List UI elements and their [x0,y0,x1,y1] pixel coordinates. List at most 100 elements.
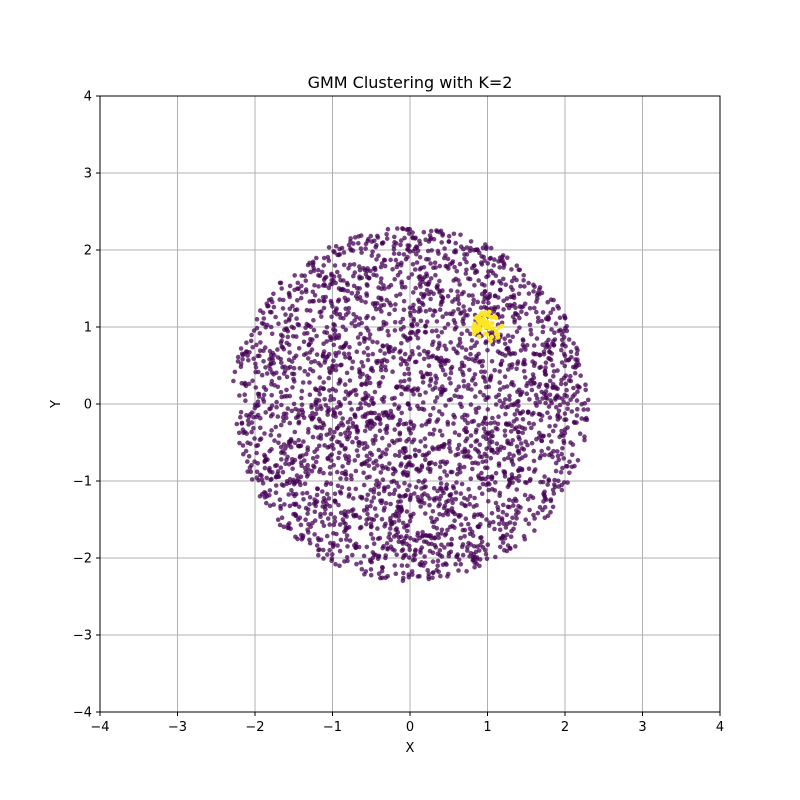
data-point [540,479,546,485]
data-point [553,460,559,466]
data-point [559,487,565,493]
data-point [518,441,524,446]
data-point [512,351,518,356]
data-point [309,360,314,365]
data-point [426,576,432,582]
data-point [368,450,373,456]
data-point [568,397,573,403]
data-point [575,347,580,353]
data-point [546,404,552,409]
data-point [404,362,410,367]
data-point [374,273,379,278]
data-point [461,321,466,327]
data-point [507,363,512,368]
data-point [548,497,554,502]
data-point [316,298,322,304]
data-point [466,356,472,362]
data-point [358,374,363,380]
data-point [326,285,332,291]
data-point [498,258,504,264]
data-point [406,462,412,467]
data-point [552,477,557,483]
data-point [391,243,397,249]
data-point [291,501,297,507]
data-point [402,480,407,486]
data-point [472,283,477,288]
data-point [492,526,497,532]
data-point [367,332,373,337]
data-point [457,282,463,287]
data-point [432,260,438,266]
data-point [321,523,327,528]
data-point [500,540,506,545]
data-point [343,354,348,360]
data-point [363,246,368,251]
data-point [329,556,335,561]
data-point [334,405,340,410]
data-point [337,563,342,569]
data-point [497,387,503,392]
data-point [528,331,534,337]
data-point [366,402,372,408]
data-point [443,347,449,352]
data-point [501,521,507,526]
data-point [436,569,442,575]
data-point [497,527,503,533]
data-point [306,426,311,432]
data-point [483,242,488,247]
data-point [384,236,390,241]
data-point [241,430,246,436]
data-point [357,286,363,291]
data-point [317,443,322,449]
data-point [307,392,313,398]
data-point [398,463,404,468]
data-point [575,357,580,363]
data-point [497,398,503,404]
data-point [405,243,411,248]
data-point [516,291,522,297]
data-point [353,486,359,492]
data-point [566,357,572,362]
data-point [534,309,539,315]
data-point [460,369,465,375]
data-point [397,269,403,275]
data-point [369,499,375,504]
data-point [378,498,383,504]
data-point [400,547,406,552]
data-point [470,466,475,472]
data-point [575,458,581,463]
data-point [303,505,309,511]
data-point [406,454,411,460]
data-point [532,528,537,533]
data-point [519,446,525,451]
data-point [416,448,422,454]
data-point [519,425,525,431]
data-point [477,563,482,569]
data-point [540,329,546,335]
data-point [364,424,370,429]
data-point [386,349,392,355]
data-point [388,522,394,527]
data-point [473,406,479,412]
data-point [445,321,451,327]
data-point [431,486,437,491]
data-point [407,305,413,311]
data-point [565,480,570,485]
data-point [434,376,440,381]
data-point [262,345,268,350]
data-point [559,347,564,353]
data-point [281,297,286,303]
data-point [423,533,429,538]
data-point [535,315,541,321]
data-point [526,420,532,426]
data-point [322,511,328,516]
data-point [280,469,286,475]
data-point [404,509,410,514]
data-point [327,398,333,403]
data-point [488,455,494,461]
data-point [301,415,307,421]
data-point [445,293,451,299]
data-point [376,447,382,453]
data-point [450,484,456,489]
data-point [407,406,413,412]
